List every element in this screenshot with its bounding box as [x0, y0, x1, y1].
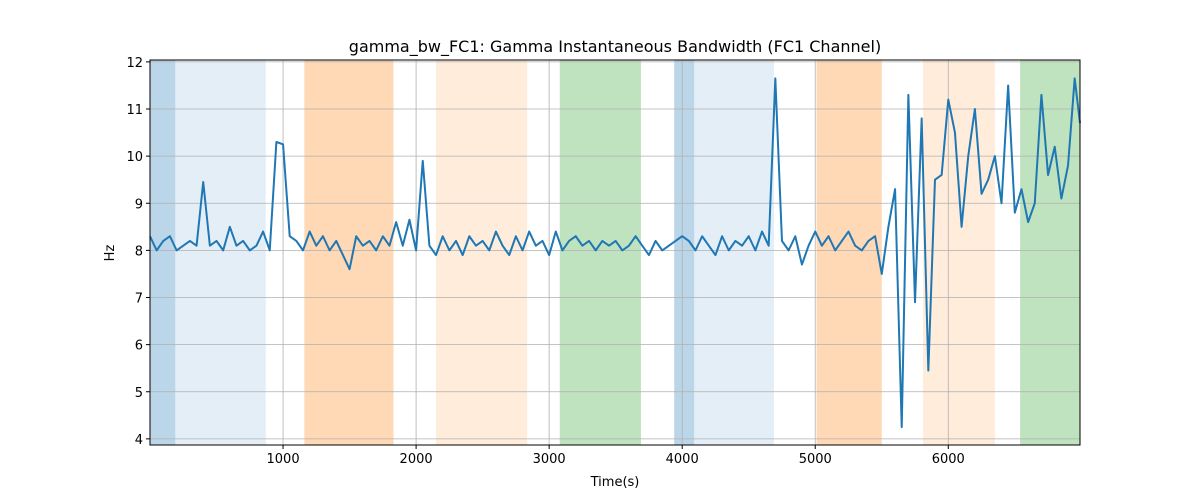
- x-tick-label: 5000: [799, 452, 832, 467]
- y-tick-label: 6: [135, 339, 143, 354]
- x-tick-label: 1000: [267, 452, 300, 467]
- plot-frame: [149, 59, 1081, 446]
- chart-title: gamma_bw_FC1: Gamma Instantaneous Bandwi…: [349, 37, 881, 57]
- y-tick-label: 9: [135, 197, 143, 212]
- span: [1020, 60, 1080, 445]
- y-tick-label: 4: [135, 433, 143, 448]
- span: [816, 60, 882, 445]
- y-axis-label: Hz: [103, 245, 118, 262]
- x-tick-label: 2000: [400, 452, 433, 467]
- span: [304, 60, 394, 445]
- y-tick-label: 8: [135, 244, 143, 259]
- x-tick-label: 4000: [666, 452, 699, 467]
- span: [674, 60, 695, 445]
- x-axis-label: Time(s): [590, 475, 640, 490]
- y-tick-label: 7: [135, 292, 143, 307]
- span: [694, 60, 774, 445]
- x-tick-label: 6000: [932, 452, 965, 467]
- y-tick-label: 12: [126, 56, 143, 71]
- y-tick-label: 5: [135, 386, 143, 401]
- span: [175, 60, 266, 445]
- x-tick-label: 3000: [533, 452, 566, 467]
- y-tick-label: 11: [126, 103, 143, 118]
- span: [436, 60, 528, 445]
- span: [559, 60, 641, 445]
- span: [150, 60, 176, 445]
- y-tick-label: 10: [126, 150, 143, 165]
- span: [923, 60, 995, 445]
- data-line: [149, 77, 1081, 429]
